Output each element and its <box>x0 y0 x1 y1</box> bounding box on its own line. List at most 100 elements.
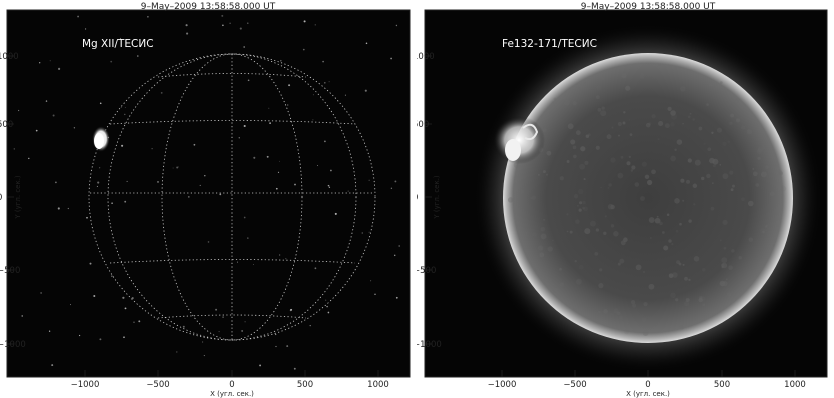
disk-mottle <box>553 288 558 293</box>
noise-speck <box>79 335 80 336</box>
disk-mottle <box>607 134 612 139</box>
disk-mottle <box>553 284 555 286</box>
disk-mottle <box>642 317 647 322</box>
disk-mottle <box>560 283 564 287</box>
disk-mottle <box>762 144 767 149</box>
noise-speck <box>186 33 188 35</box>
disk-mottle <box>766 224 768 226</box>
noise-speck <box>125 307 127 309</box>
disk-mottle <box>690 113 692 115</box>
fe-171-figure: 9–May–2009 13:58:58.000 UT Fe132-171/ТЕС… <box>417 0 834 398</box>
noise-speck <box>370 280 371 281</box>
disk-mottle <box>573 305 578 310</box>
noise-speck <box>194 144 196 146</box>
disk-mottle <box>723 173 729 179</box>
disk-mottle <box>722 142 726 146</box>
x-tick-label: −1000 <box>488 380 517 390</box>
noise-speck <box>229 23 230 24</box>
disk-mottle <box>618 263 621 266</box>
disk-mottle <box>683 264 685 266</box>
noise-speck <box>396 297 398 299</box>
noise-speck <box>313 94 314 95</box>
noise-speck <box>335 213 337 215</box>
noise-speck <box>290 309 292 311</box>
noise-speck <box>93 295 95 297</box>
disk-mottle <box>508 197 514 203</box>
disk-mottle <box>640 73 645 78</box>
disk-mottle <box>670 122 674 126</box>
disk-mottle <box>611 126 613 128</box>
disk-mottle <box>706 103 709 106</box>
noise-speck <box>121 145 123 147</box>
disk-mottle <box>647 180 652 185</box>
disk-mottle <box>731 249 735 253</box>
active-region <box>493 116 545 164</box>
noise-speck <box>97 186 98 187</box>
noise-speck <box>287 104 288 105</box>
x-tick-label: 0 <box>645 380 650 390</box>
noise-speck <box>202 342 203 343</box>
disk-mottle <box>757 157 760 160</box>
disk-mottle <box>713 164 716 167</box>
disk-mottle <box>702 303 705 306</box>
noise-speck <box>36 130 38 132</box>
disk-mottle <box>694 256 700 262</box>
noise-speck <box>49 331 50 332</box>
disk-mottle <box>625 86 630 91</box>
noise-speck <box>40 292 41 293</box>
disk-mottle <box>773 245 775 247</box>
disk-mottle <box>677 139 683 145</box>
disk-mottle <box>598 283 603 288</box>
noise-speck <box>127 181 128 182</box>
noise-speck <box>294 184 296 186</box>
noise-speck <box>394 255 395 256</box>
noise-speck <box>77 16 79 18</box>
noise-speck <box>58 68 60 70</box>
disk-mottle <box>621 73 626 78</box>
disk-mottle <box>688 279 690 281</box>
noise-speck <box>100 102 102 104</box>
disk-mottle <box>567 160 570 163</box>
noise-speck <box>253 157 255 159</box>
disk-mottle <box>573 146 577 150</box>
disk-mottle <box>674 149 676 151</box>
noise-speck <box>222 316 224 318</box>
y-tick-label: 1000 <box>417 52 435 62</box>
disk-mottle <box>610 157 615 162</box>
noise-speck <box>51 364 53 366</box>
noise-speck <box>18 110 19 111</box>
disk-mottle <box>541 227 546 232</box>
noise-speck <box>244 217 246 219</box>
disk-mottle <box>726 278 728 280</box>
noise-speck <box>178 166 179 167</box>
noise-speck <box>285 258 286 259</box>
noise-speck <box>221 15 223 17</box>
noise-speck <box>315 267 317 269</box>
disk-mottle <box>588 133 591 136</box>
disk-mottle <box>642 66 646 70</box>
disk-mottle <box>570 231 573 234</box>
disk-mottle <box>631 169 634 172</box>
disk-mottle <box>532 196 536 200</box>
noise-speck <box>278 172 279 173</box>
noise-speck <box>369 232 370 233</box>
disk-mottle <box>752 168 754 170</box>
disk-mottle <box>594 252 598 256</box>
noise-speck <box>237 262 238 263</box>
noise-speck <box>68 208 69 209</box>
active-region-flare <box>92 126 110 152</box>
disk-mottle <box>720 239 722 241</box>
disk-mottle <box>747 129 752 134</box>
noise-speck <box>133 322 134 323</box>
noise-speck <box>365 90 367 92</box>
disk-mottle <box>584 178 586 180</box>
disk-mottle <box>739 283 741 285</box>
noise-speck <box>215 309 217 311</box>
disk-mottle <box>578 189 583 194</box>
noise-speck <box>176 167 178 169</box>
disk-mottle <box>631 165 635 169</box>
disk-mottle <box>670 292 676 298</box>
disk-mottle <box>682 200 684 202</box>
disk-mottle <box>667 214 670 217</box>
noise-speck <box>123 336 125 338</box>
